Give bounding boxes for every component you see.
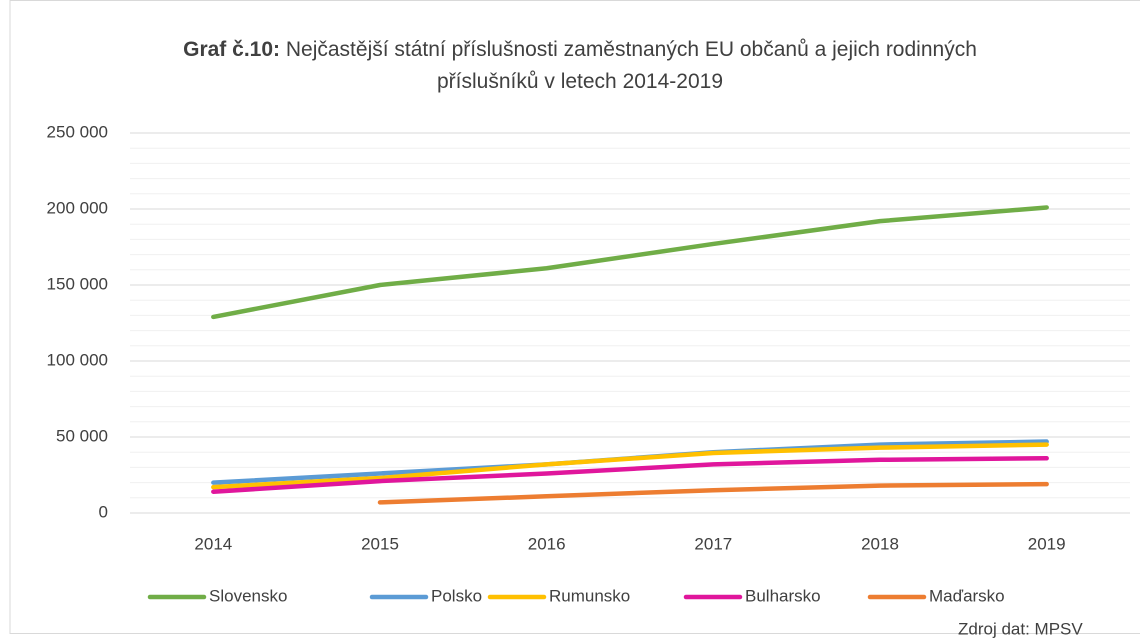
x-tick-label: 2014	[194, 534, 232, 553]
y-tick-label: 250 000	[47, 122, 108, 141]
x-tick-label: 2019	[1028, 534, 1066, 553]
chart-title: Graf č.10: Nejčastější státní příslušnos…	[130, 34, 1030, 98]
title-prefix: Graf č.10:	[183, 38, 281, 61]
x-tick-label: 2018	[861, 534, 899, 553]
chart-frame	[9, 0, 1140, 634]
x-tick-label: 2015	[361, 534, 399, 553]
legend-label: Maďarsko	[929, 586, 1005, 605]
y-tick-label: 100 000	[47, 350, 108, 369]
legend-label: Rumunsko	[549, 586, 630, 605]
y-tick-label: 200 000	[47, 198, 108, 217]
title-text: Nejčastější státní příslušnosti zaměstna…	[285, 38, 977, 93]
series-line	[211, 442, 1049, 490]
legend-label: Bulharsko	[745, 586, 821, 605]
legend-label: Slovensko	[209, 586, 287, 605]
y-tick-label: 50 000	[56, 426, 108, 445]
x-tick-label: 2017	[694, 534, 732, 553]
legend-label: Polsko	[431, 586, 482, 605]
source: Zdroj dat: MPSV	[958, 619, 1083, 638]
series-line	[377, 481, 1049, 505]
series-line	[211, 205, 1049, 320]
series-line	[211, 456, 1049, 494]
y-tick-label: 0	[99, 502, 108, 521]
y-tick-label: 150 000	[47, 274, 108, 293]
x-tick-label: 2016	[528, 534, 566, 553]
